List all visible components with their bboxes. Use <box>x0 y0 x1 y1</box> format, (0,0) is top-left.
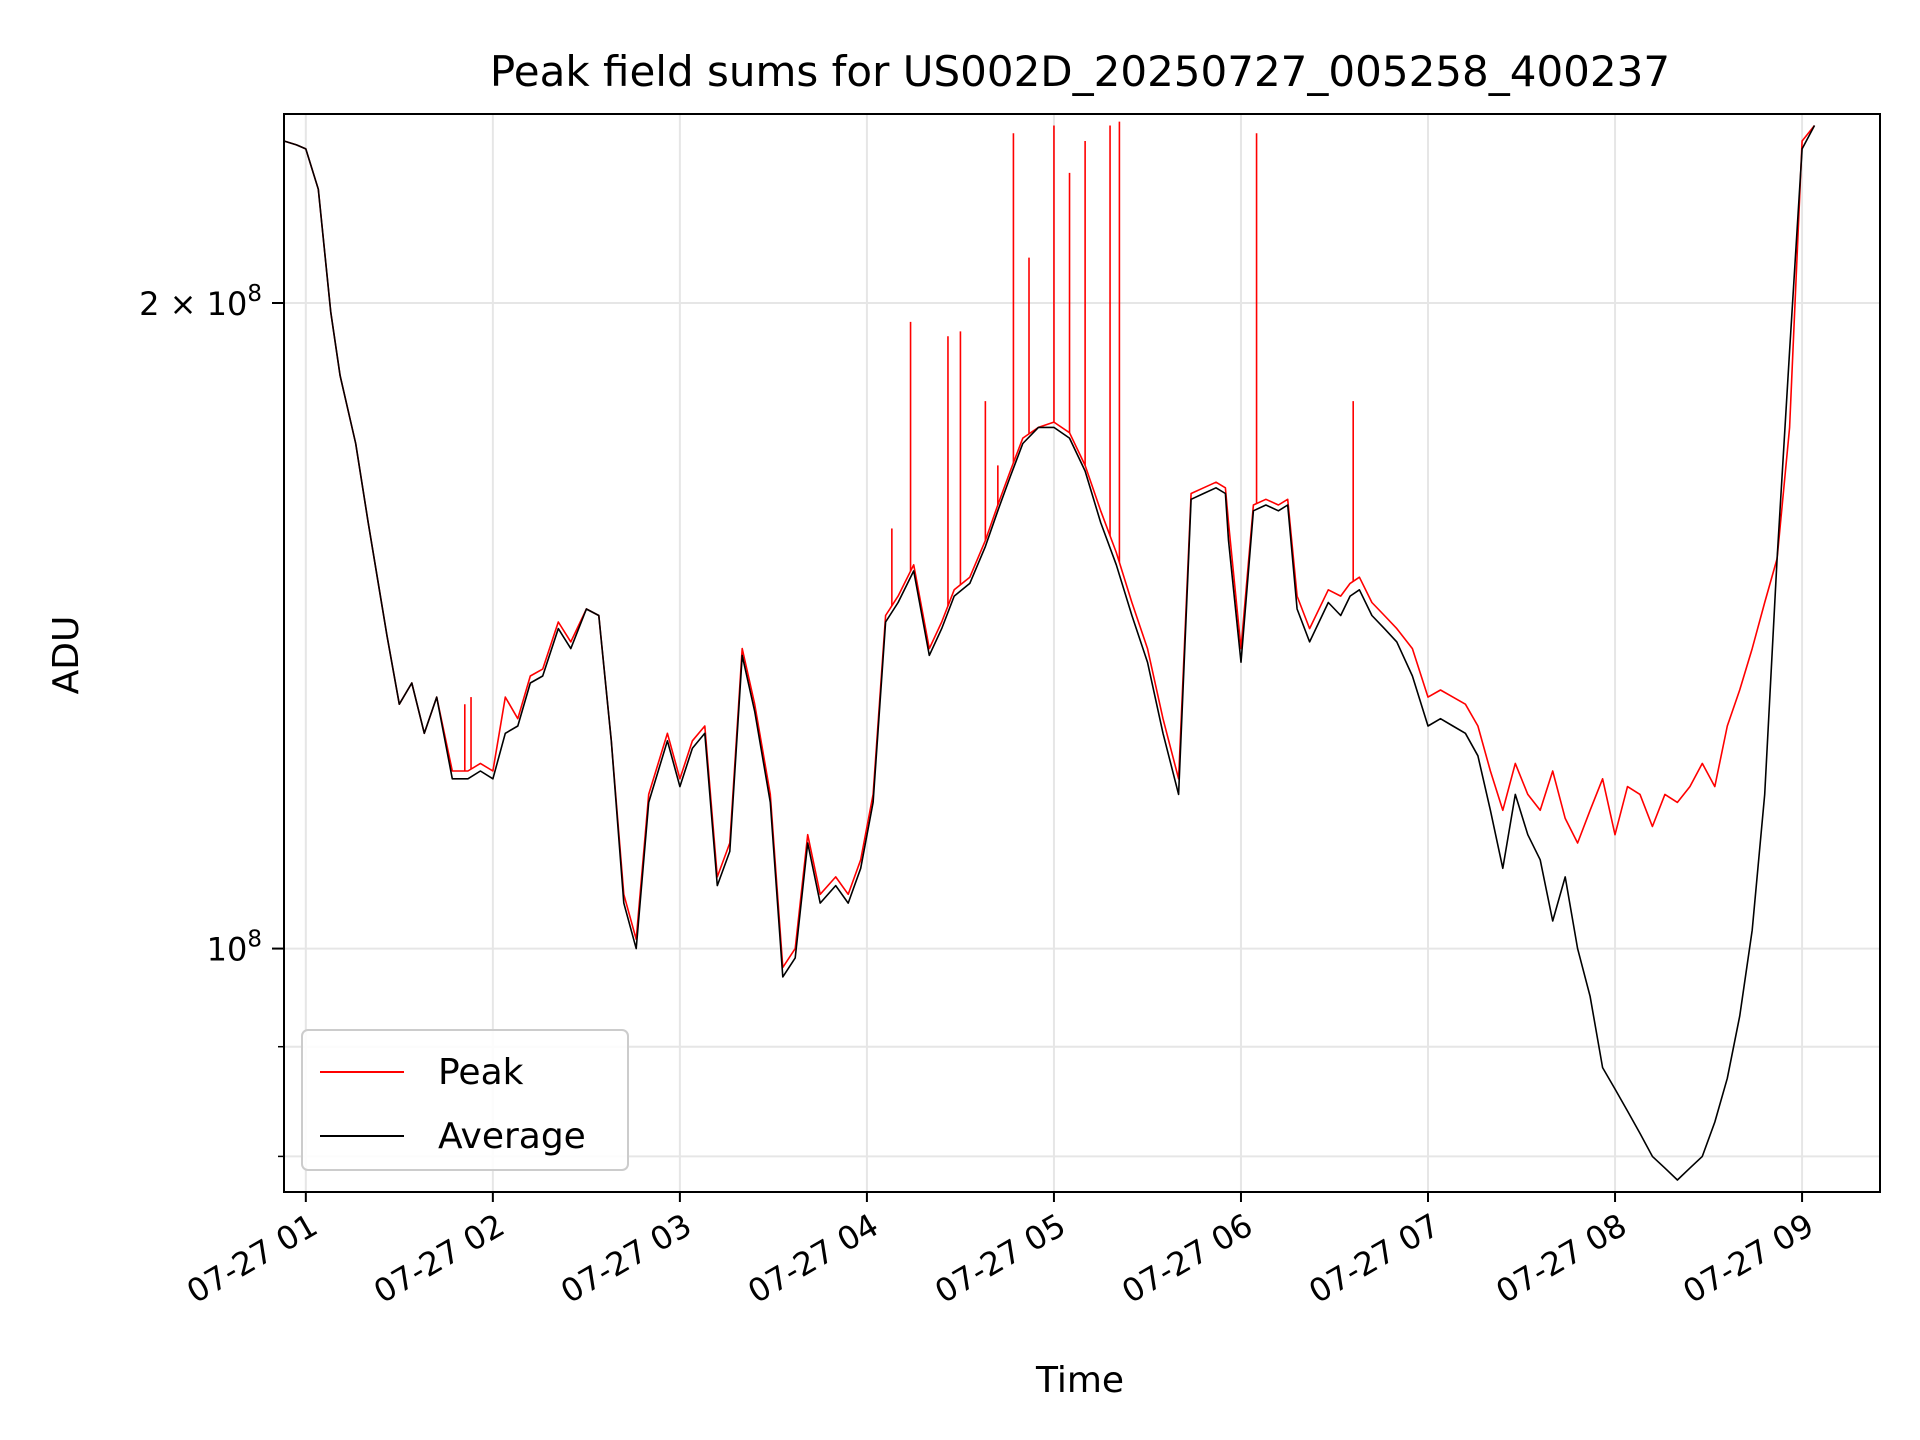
series-line-average <box>283 125 1816 1181</box>
plot-frame <box>283 113 1881 1193</box>
legend: Peak Average <box>301 1029 629 1171</box>
y-axis-label: ADU <box>46 616 87 695</box>
y-tick-label: 108 <box>207 927 262 969</box>
y-tick-label: 2 × 108 <box>139 281 262 323</box>
legend-label-peak: Peak <box>438 1052 524 1093</box>
legend-label-average: Average <box>438 1116 586 1157</box>
x-axis-label: Time <box>1035 1360 1124 1401</box>
chart-title: Peak field sums for US002D_20250727_0052… <box>490 47 1670 96</box>
